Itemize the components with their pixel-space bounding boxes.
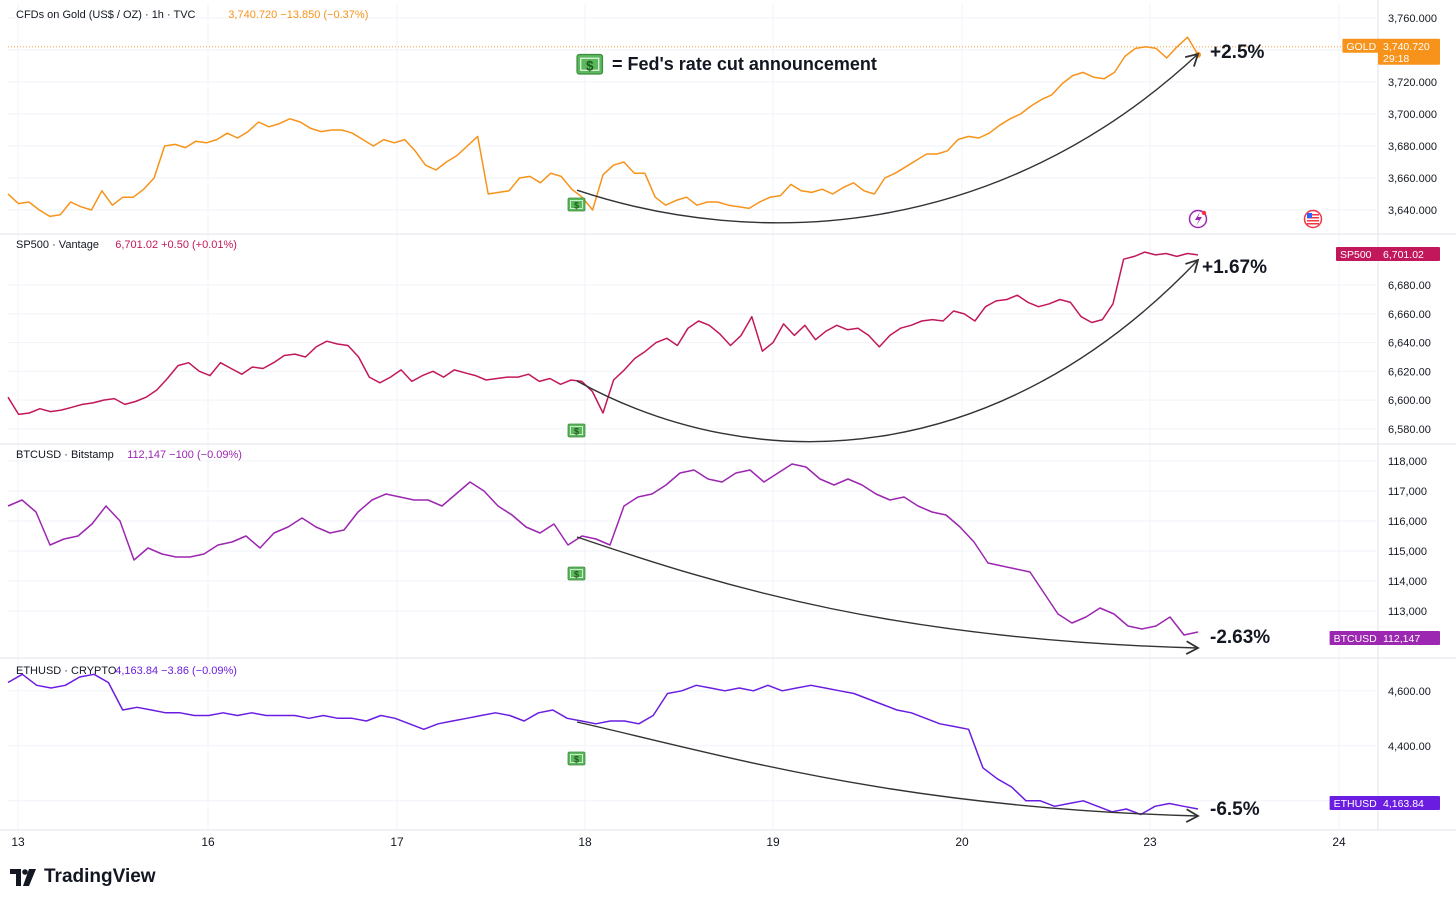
date-tick-label: 18 — [578, 835, 592, 849]
us-flag-event-icon[interactable] — [1303, 209, 1323, 229]
price-tick-label: 117,000 — [1388, 486, 1427, 498]
badge-price: 4,163.84 — [1383, 798, 1424, 810]
price-tick-label: 6,620.00 — [1388, 366, 1431, 378]
price-tick-label: 3,760.000 — [1388, 13, 1437, 25]
price-tick-label: 3,720.000 — [1388, 77, 1437, 89]
sp500-change-label: +1.67% — [1202, 257, 1267, 278]
date-tick-label: 16 — [201, 835, 215, 849]
badge-symbol: SP500 — [1340, 249, 1372, 261]
svg-text:$: $ — [574, 755, 579, 765]
btc-change-label: -2.63% — [1210, 627, 1270, 648]
btc-pane-title: BTCUSD · Bitstamp — [16, 449, 114, 461]
price-tick-label: 3,680.000 — [1388, 141, 1437, 153]
badge-price: 6,701.02 — [1383, 249, 1424, 261]
sp500-trend-arrow — [576, 258, 1200, 443]
brand-name: TradingView — [44, 866, 156, 887]
price-tick-label: 3,700.000 — [1388, 109, 1437, 121]
eth-price-line — [7, 673, 1199, 816]
svg-text:$: $ — [574, 427, 579, 437]
series-layer — [7, 36, 1201, 816]
svg-text:$: $ — [574, 570, 579, 580]
price-tick-label: 6,680.00 — [1388, 280, 1431, 292]
badge-price: 3,740.720 — [1383, 41, 1430, 53]
tradingview-brand[interactable]: TradingView — [10, 866, 156, 888]
gold-change-label: +2.5% — [1210, 42, 1265, 63]
price-tick-label: 118,000 — [1388, 456, 1427, 468]
price-tick-label: 4,600.00 — [1388, 686, 1431, 698]
svg-text:$: $ — [586, 58, 594, 73]
badge-symbol: ETHUSD — [1334, 798, 1378, 810]
price-tick-label: 4,400.00 — [1388, 741, 1431, 753]
sp500-quote: 6,701.02 +0.50 (+0.01%) — [115, 239, 237, 251]
price-tick-label: 114,000 — [1388, 576, 1427, 588]
date-tick-label: 20 — [955, 835, 969, 849]
eth-change-label: -6.5% — [1210, 799, 1260, 820]
tradingview-logo-icon — [10, 869, 36, 886]
date-tick-label: 24 — [1332, 835, 1346, 849]
price-tick-label: 3,640.000 — [1388, 205, 1437, 217]
price-tick-label: 6,600.00 — [1388, 395, 1431, 407]
money-banknote-icon: $ — [567, 566, 586, 581]
gold-price-line — [7, 36, 1199, 218]
lightning-event-icon[interactable] — [1188, 209, 1208, 229]
event-legend-text: = Fed's rate cut announcement — [612, 54, 877, 74]
price-tick-label: 115,000 — [1388, 546, 1427, 558]
price-axis-layer: 3,760.0003,740.0003,720.0003,700.0003,68… — [1329, 13, 1440, 810]
date-tick-label: 19 — [766, 835, 780, 849]
money-banknote-icon: $ — [567, 751, 586, 766]
text-layer: 13 16 17 18 19 20 23 24 CFDs on Gold (US$ / OZ) … — [11, 9, 1346, 849]
price-tick-label: 6,580.00 — [1388, 424, 1431, 436]
date-tick-label: 13 — [11, 835, 25, 849]
badge-price: 112,147 — [1383, 633, 1420, 645]
annotation-layer: $ $ $ $ $ — [567, 52, 1323, 823]
badge-symbol: BTCUSD — [1334, 633, 1378, 645]
badge-countdown: 29:18 — [1383, 53, 1409, 65]
price-tick-label: 113,000 — [1388, 606, 1427, 618]
gold-trend-arrow — [576, 52, 1200, 224]
btc-trend-arrow — [576, 536, 1200, 655]
price-tick-label: 6,660.00 — [1388, 309, 1431, 321]
btc-price-line — [7, 463, 1199, 636]
btc-price-badge[interactable]: BTCUSD 112,147 — [1329, 631, 1440, 645]
price-tick-label: 116,000 — [1388, 516, 1427, 528]
eth-quote: 4,163.84 −3.86 (−0.09%) — [115, 665, 237, 677]
eth-pane-title: ETHUSD · CRYPTO — [16, 665, 117, 677]
sp500-pane-title: SP500 · Vantage — [16, 239, 99, 251]
price-tick-label: 6,640.00 — [1388, 338, 1431, 350]
money-banknote-icon: $ — [576, 53, 604, 75]
svg-text:$: $ — [574, 201, 579, 211]
gold-pane-title: CFDs on Gold (US$ / OZ) · 1h · TVC — [16, 9, 196, 21]
date-tick-label: 23 — [1143, 835, 1157, 849]
btc-quote: 112,147 −100 (−0.09%) — [127, 449, 242, 461]
date-tick-label: 17 — [390, 835, 404, 849]
price-tick-label: 3,660.000 — [1388, 173, 1437, 185]
badge-symbol: GOLD — [1346, 41, 1376, 53]
money-banknote-icon: $ — [567, 423, 586, 438]
sp500-price-line — [7, 251, 1199, 416]
money-banknote-icon: $ — [567, 197, 586, 212]
eth-trend-arrow — [576, 721, 1200, 823]
gold-quote: 3,740.720 −13.850 (−0.37%) — [228, 9, 368, 21]
sp500-price-badge[interactable]: SP500 6,701.02 — [1336, 247, 1440, 261]
eth-price-badge[interactable]: ETHUSD 4,163.84 — [1329, 796, 1440, 810]
grid-layer — [0, 0, 1456, 831]
